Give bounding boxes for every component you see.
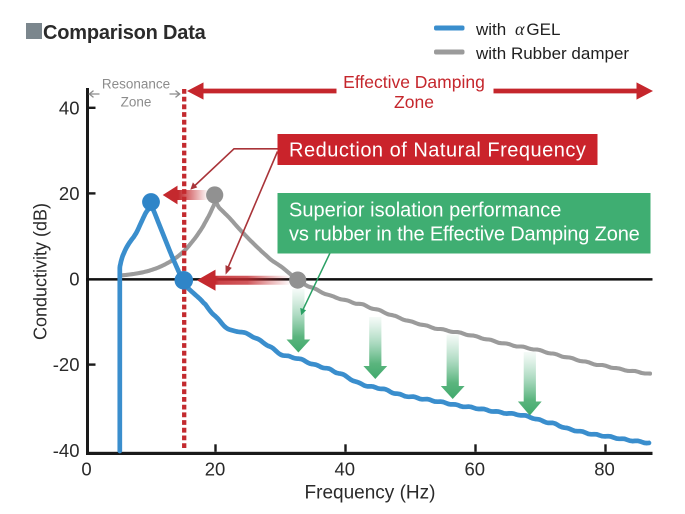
- svg-text:60: 60: [465, 459, 486, 480]
- svg-text:40: 40: [59, 98, 80, 119]
- svg-text:Superior isolation performance: Superior isolation performance: [289, 200, 561, 222]
- svg-text:Comparison Data: Comparison Data: [43, 22, 207, 44]
- svg-text:Frequency (Hz): Frequency (Hz): [305, 483, 436, 504]
- svg-text:Zone: Zone: [121, 95, 152, 110]
- svg-text:0: 0: [69, 269, 79, 290]
- svg-text:-20: -20: [53, 354, 80, 375]
- svg-text:Conductivity (dB): Conductivity (dB): [31, 203, 51, 340]
- svg-text:-40: -40: [53, 440, 80, 461]
- svg-text:vs rubber in the Effective Dam: vs rubber in the Effective Damping Zone: [289, 224, 640, 246]
- svg-text:20: 20: [205, 459, 226, 480]
- svg-text:80: 80: [594, 459, 615, 480]
- svg-text:20: 20: [59, 183, 80, 204]
- svg-text:with Rubber damper: with Rubber damper: [475, 44, 629, 63]
- svg-text:Resonance: Resonance: [102, 77, 170, 92]
- svg-text:Zone: Zone: [394, 92, 434, 112]
- svg-text:Reduction of Natural Frequency: Reduction of Natural Frequency: [289, 140, 586, 162]
- svg-text:Effective Damping: Effective Damping: [343, 72, 485, 92]
- svg-text:0: 0: [81, 459, 91, 480]
- svg-text:40: 40: [335, 459, 356, 480]
